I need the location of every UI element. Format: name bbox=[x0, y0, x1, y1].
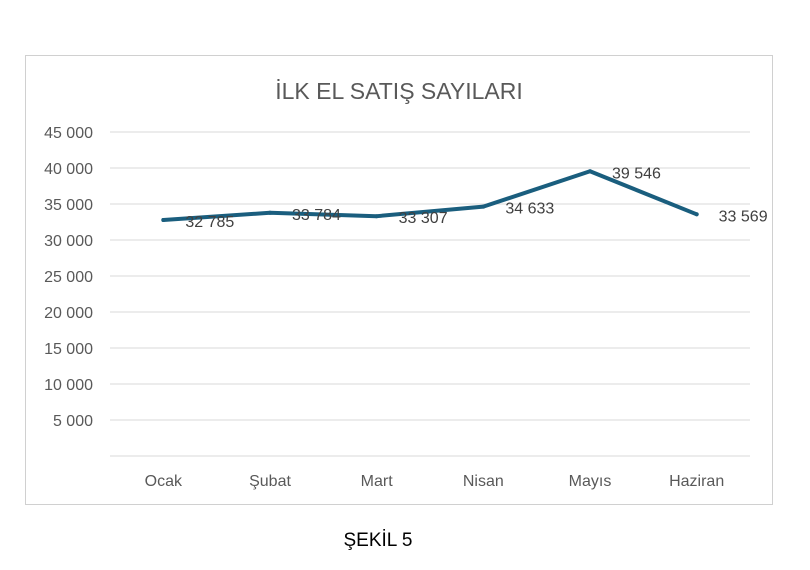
data-point bbox=[481, 204, 486, 209]
x-axis-tick-labels: Ocak Şubat Mart Nisan Mayıs Haziran bbox=[145, 473, 725, 490]
y-tick-label: 30 000 bbox=[44, 233, 93, 250]
y-tick-label: 25 000 bbox=[44, 269, 93, 286]
y-tick-label: 10 000 bbox=[44, 377, 93, 394]
x-tick-label: Mart bbox=[361, 473, 394, 490]
x-tick-label: Mayıs bbox=[569, 473, 612, 490]
y-tick-label: 35 000 bbox=[44, 197, 93, 214]
chart-frame bbox=[25, 55, 773, 505]
data-label: 39 546 bbox=[612, 165, 661, 182]
data-label: 34 633 bbox=[505, 201, 554, 218]
data-label: 32 785 bbox=[185, 214, 234, 231]
data-point bbox=[374, 214, 379, 219]
y-tick-label: 40 000 bbox=[44, 161, 93, 178]
y-tick-label: 15 000 bbox=[44, 341, 93, 358]
figure-caption: ŞEKİL 5 bbox=[343, 530, 413, 551]
data-label: 33 784 bbox=[292, 207, 341, 224]
y-tick-label: 20 000 bbox=[44, 305, 93, 322]
gridlines bbox=[110, 131, 750, 457]
series-line bbox=[161, 169, 699, 222]
series-line-layer bbox=[161, 169, 699, 222]
data-label: 33 569 bbox=[719, 208, 768, 225]
data-point bbox=[588, 169, 592, 174]
x-tick-label: Şubat bbox=[249, 473, 291, 490]
x-tick-label: Nisan bbox=[463, 473, 504, 490]
chart-title: İLK EL SATIŞ SAYILARI bbox=[275, 78, 523, 104]
y-tick-label: 45 000 bbox=[44, 125, 93, 142]
data-point bbox=[268, 210, 272, 215]
data-label: 33 307 bbox=[399, 210, 448, 227]
data-labels: 32 785 33 784 33 307 34 633 39 546 33 569 bbox=[185, 165, 767, 231]
data-point bbox=[694, 212, 699, 217]
x-tick-label: Ocak bbox=[145, 473, 183, 490]
y-axis-tick-labels: 5 000 10 000 15 000 20 000 25 000 30 000 35 00… bbox=[44, 125, 93, 430]
data-point bbox=[161, 217, 166, 222]
x-tick-label: Haziran bbox=[669, 473, 724, 490]
y-tick-label: 5 000 bbox=[53, 413, 93, 430]
